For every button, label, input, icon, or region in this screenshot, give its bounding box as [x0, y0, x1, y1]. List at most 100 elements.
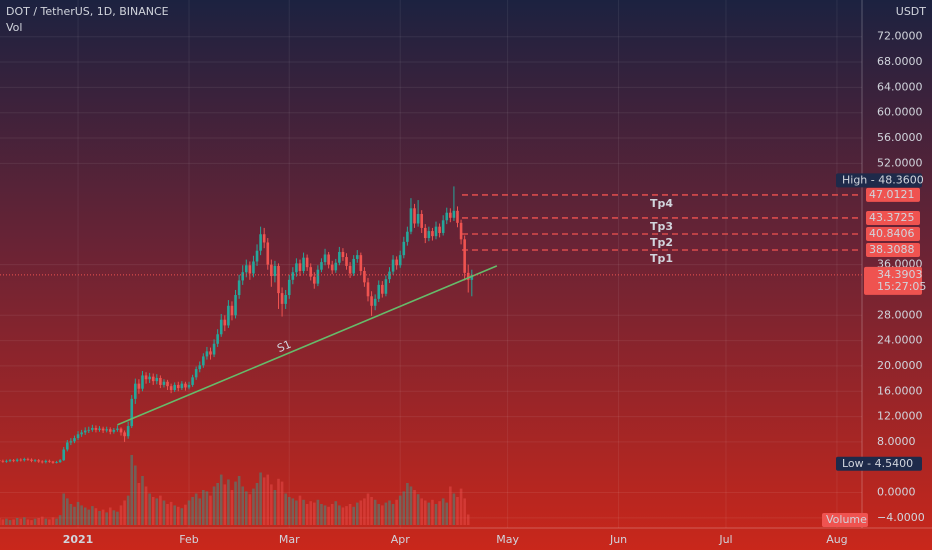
candle-body: [409, 208, 413, 232]
volume-bar: [402, 491, 406, 525]
volume-bar: [255, 483, 259, 525]
candle-body: [51, 461, 55, 463]
x-tick-label: 2021: [63, 533, 94, 546]
x-tick-label: Jun: [609, 533, 627, 546]
candle-body: [381, 284, 384, 294]
volume-bar: [198, 498, 202, 525]
volume-bar: [416, 494, 420, 525]
candle-body: [420, 213, 423, 228]
candle-body: [456, 210, 459, 223]
candle-body: [184, 383, 187, 388]
candle-body: [223, 319, 227, 326]
volume-bar: [316, 499, 320, 525]
volume-bar: [252, 488, 255, 525]
candle-body: [327, 254, 330, 265]
volume-bar: [191, 497, 194, 525]
candle-body: [452, 210, 456, 218]
volume-bar: [273, 490, 277, 525]
candle-body: [423, 227, 427, 239]
volume-bar: [55, 518, 58, 525]
volume-bar: [241, 486, 245, 525]
volume-bar: [441, 498, 445, 525]
last-price-label: 34.3903: [877, 268, 923, 281]
candle-body: [166, 381, 169, 387]
y-tick-label: 56.0000: [877, 131, 923, 144]
volume-bar: [105, 512, 108, 525]
volume-bar: [144, 486, 148, 525]
candle-body: [205, 351, 209, 357]
candle-body: [298, 263, 302, 271]
volume-bar: [234, 481, 237, 525]
candle-body: [0, 460, 1, 462]
volume-bar: [83, 507, 87, 525]
volume-bar: [295, 500, 298, 525]
trendline-label: S1: [275, 338, 293, 355]
candle-body: [470, 274, 474, 280]
volume-bar: [248, 494, 252, 525]
volume-bar: [112, 510, 116, 525]
level-tag-label: 38.3088: [869, 243, 915, 256]
candle-body: [141, 375, 144, 389]
volume-bar: [348, 504, 352, 525]
candle-body: [338, 251, 341, 263]
y-tick-label: 28.0000: [877, 308, 923, 321]
candle-body: [162, 381, 166, 385]
volume-bar: [5, 518, 8, 525]
candle-body: [191, 377, 194, 385]
candle-body: [366, 282, 370, 297]
candle-body: [169, 386, 173, 390]
volume-bar: [262, 477, 266, 525]
volume-bar: [320, 504, 323, 525]
candle-body: [123, 432, 126, 437]
candle-body: [273, 265, 277, 277]
level-tag: [866, 210, 920, 225]
candle-body: [241, 272, 245, 281]
candle-body: [466, 272, 470, 280]
volume-bar: [277, 478, 280, 525]
candle-body: [434, 226, 438, 237]
candle-body: [449, 212, 452, 218]
volume-bar: [456, 497, 459, 525]
candle-body: [98, 428, 101, 430]
candle-body: [8, 460, 12, 462]
volume-bar: [427, 502, 431, 525]
candle-body: [58, 460, 62, 463]
volume-bar: [341, 507, 345, 525]
candle-body: [266, 242, 270, 265]
candle-body: [445, 212, 449, 221]
volume-bar: [44, 518, 48, 525]
volume-bar: [69, 504, 73, 525]
candle-body: [305, 257, 309, 268]
candle-body: [459, 222, 463, 240]
volume-bar: [116, 511, 119, 525]
candle-body: [134, 383, 137, 399]
volume-bar: [227, 479, 230, 525]
volume-bar: [244, 491, 248, 525]
candle-body: [91, 427, 94, 430]
candle-body: [37, 460, 40, 462]
volume-bar: [398, 495, 402, 525]
x-tick-label: Feb: [179, 533, 198, 546]
volume-bar: [445, 502, 449, 525]
volume-bar: [12, 519, 15, 525]
volume-bar: [449, 486, 452, 525]
candle-body: [384, 279, 388, 294]
volume-bar: [409, 486, 413, 525]
volume-bar: [23, 517, 26, 525]
y-tick-label: 16.0000: [877, 384, 923, 397]
candle-body: [355, 255, 359, 259]
volume-bar: [173, 505, 176, 525]
volume-bar: [219, 474, 223, 525]
volume-bar: [423, 500, 427, 525]
candle-body: [280, 293, 284, 304]
candle-body: [105, 429, 108, 431]
candle-body: [402, 241, 406, 256]
volume-bar: [134, 465, 137, 525]
candle-body: [363, 270, 366, 283]
candle-body: [119, 428, 123, 433]
candle-body: [116, 428, 119, 430]
volume-bar: [466, 514, 470, 525]
volume-bar: [37, 518, 40, 525]
volume-bar: [108, 507, 112, 525]
